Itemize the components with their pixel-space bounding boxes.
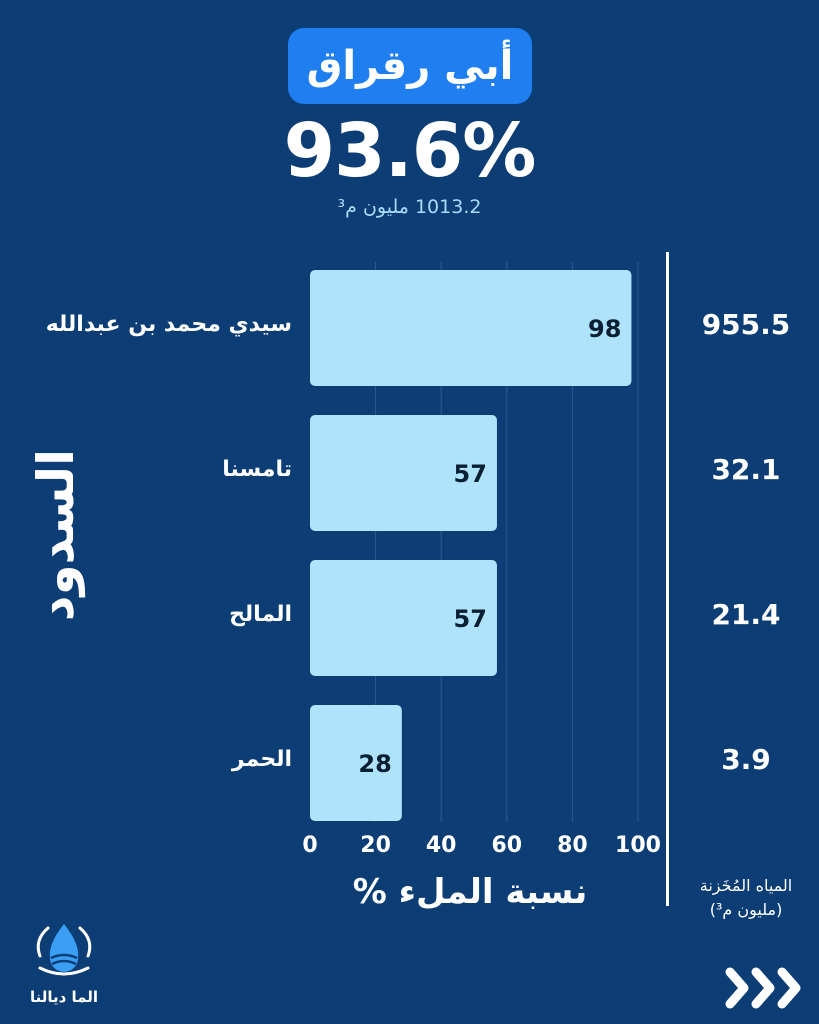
dam-name-label: تامسنا — [222, 457, 292, 482]
basin-title-pill: أبي رقراق — [288, 28, 532, 104]
brand-name: الما ديالنا — [29, 988, 99, 1006]
stored-volume-value: 21.4 — [711, 598, 781, 631]
bar-value-label: 98 — [588, 315, 621, 343]
bar-value-label: 57 — [454, 460, 487, 488]
x-tick-label: 0 — [302, 833, 317, 858]
dam-name-label: المالح — [229, 602, 292, 627]
bar-value-label: 57 — [454, 605, 487, 633]
brand-logo: الما ديالنا — [22, 918, 106, 1012]
dam-name-label: سيدي محمد بن عبدالله — [45, 312, 292, 337]
fill-rate-bar — [310, 705, 402, 821]
x-tick-label: 80 — [557, 833, 588, 858]
bar-value-label: 28 — [358, 750, 391, 778]
x-tick-label: 100 — [615, 833, 661, 858]
fill-rate-bar — [310, 270, 632, 386]
stored-volume-value: 32.1 — [711, 453, 781, 486]
overall-fill-percent: 93.6% — [283, 108, 537, 194]
stored-volume-value: 3.9 — [721, 743, 771, 776]
basin-title: أبي رقراق — [306, 43, 514, 89]
stored-water-title-line2: (مليون م³) — [709, 900, 783, 919]
fill-rate-bar — [310, 560, 497, 676]
dam-name-label: الحمر — [231, 747, 292, 772]
water-drop-hands-icon — [36, 924, 92, 976]
stored-water-title-line1: المياه المُخَزنة — [699, 876, 793, 895]
stored-volume-value: 955.5 — [701, 308, 791, 341]
overall-volume: 1013.2 مليون م³ — [337, 196, 482, 218]
x-tick-label: 20 — [360, 833, 391, 858]
stored-water-title: المياه المُخَزنة (مليون م³) — [676, 874, 816, 922]
x-tick-label: 60 — [491, 833, 522, 858]
x-axis-title: نسبة الملء % — [352, 872, 588, 912]
x-tick-label: 40 — [426, 833, 457, 858]
fill-rate-bar — [310, 415, 497, 531]
next-arrows-icon[interactable] — [724, 964, 808, 1012]
column-divider — [666, 252, 669, 906]
